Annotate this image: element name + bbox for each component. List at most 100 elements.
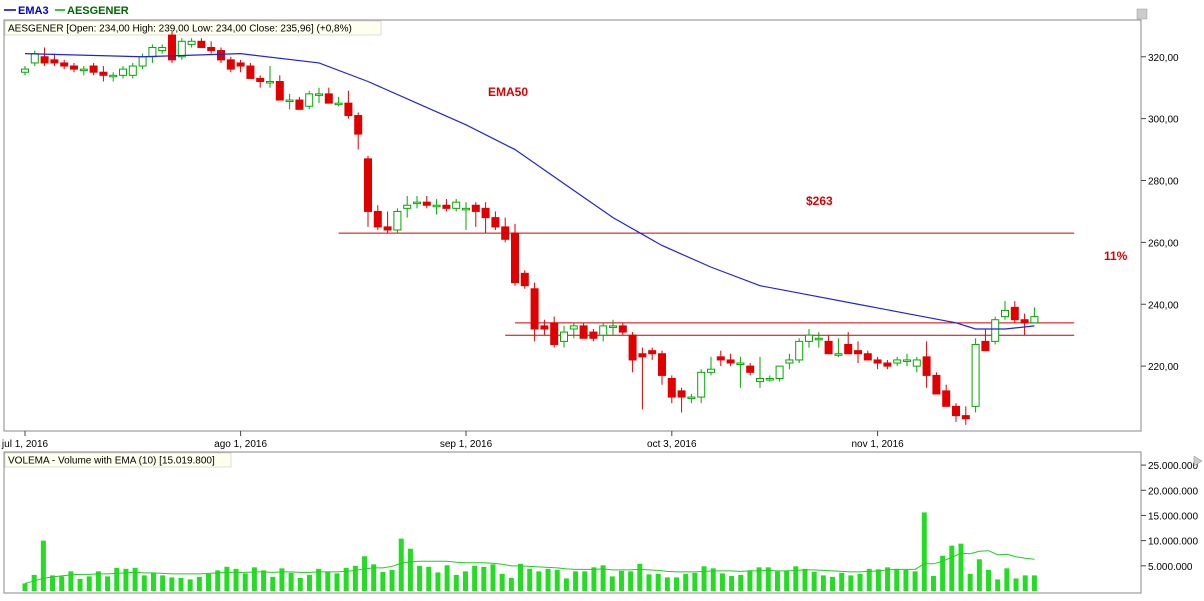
candle-body — [687, 396, 696, 400]
panel-toggle-icon[interactable] — [1136, 8, 1148, 20]
volume-bar — [866, 568, 872, 591]
x-axis: jul 1, 2016 ago 1, 2016 sep 1, 2016 oct 3, … — [1, 431, 904, 450]
candle-body — [207, 46, 216, 52]
candle-body — [991, 319, 1000, 342]
volume-bar — [141, 575, 147, 591]
candle-body — [893, 359, 902, 364]
candle-body — [266, 81, 274, 84]
scroll-arrow-icon[interactable] — [1193, 455, 1203, 467]
x-tick-label: ago 1, 2016 — [214, 439, 267, 450]
volume-bar — [50, 575, 56, 591]
volume-bar — [1022, 575, 1028, 591]
candle-body — [99, 71, 108, 76]
candle-body — [903, 359, 911, 362]
volume-bar — [518, 563, 524, 591]
volume-y-axis: 5.000.000 10.000.000 15.000.000 20.000.000 2… — [1141, 461, 1198, 573]
volume-y-tick-label: 5.000.000 — [1148, 562, 1193, 573]
x-tick-label: nov 1, 2016 — [851, 439, 904, 450]
volume-bar — [582, 571, 588, 591]
candle-body — [530, 288, 539, 330]
volume-bar — [609, 576, 615, 591]
ema50-line-group — [24, 53, 1035, 330]
candle-body — [785, 359, 794, 364]
volume-bar — [435, 572, 441, 591]
volume-bar — [986, 569, 992, 591]
ema-legend-label: EMA3 — [18, 5, 49, 17]
candle-body — [246, 65, 255, 79]
x-tick-label: sep 1, 2016 — [440, 439, 493, 450]
volume-bar — [242, 573, 248, 591]
candle-body — [383, 226, 392, 231]
volume-bar — [444, 565, 450, 591]
volume-bar — [600, 565, 606, 591]
candle-body — [756, 378, 764, 383]
price-y-tick-label: 300,00 — [1148, 115, 1179, 126]
volume-bar — [591, 567, 597, 591]
candle-body — [256, 77, 265, 82]
volume-bars — [22, 512, 1037, 591]
volume-bar — [527, 568, 533, 591]
volume-bar — [352, 565, 358, 591]
volume-bar — [949, 545, 955, 591]
volume-bar — [554, 569, 560, 591]
volume-bar — [68, 571, 74, 591]
volume-bar — [802, 568, 808, 591]
pct-annotation: 11% — [1104, 249, 1128, 263]
volume-bar — [196, 576, 202, 591]
price-info-box — [4, 20, 382, 36]
candle-body — [168, 34, 176, 61]
volume-bar — [490, 564, 496, 591]
level-263-annotation: $263 — [806, 194, 833, 208]
price-y-tick-label: 280,00 — [1148, 177, 1179, 188]
candle-body — [334, 102, 343, 106]
candle-body — [187, 40, 196, 45]
volume-y-tick-label: 20.000.000 — [1148, 486, 1198, 497]
candle-body — [79, 68, 88, 72]
candle-body — [295, 99, 304, 110]
candle-body — [540, 325, 549, 330]
volume-bar — [453, 574, 459, 591]
ema50-annotation: EMA50 — [488, 85, 528, 99]
volume-y-tick-label: 15.000.000 — [1148, 511, 1198, 522]
candle-body — [226, 59, 235, 70]
candle-body — [422, 201, 431, 206]
volume-bar — [729, 575, 735, 591]
volume-bar — [857, 573, 863, 591]
volume-bar — [573, 571, 579, 591]
volume-bar — [40, 540, 46, 591]
ticker-legend-label: AESGENER — [67, 5, 129, 17]
volume-bar — [875, 569, 881, 591]
candle-body — [814, 337, 823, 341]
candle-body — [569, 325, 578, 330]
candlesticks — [21, 32, 1039, 425]
volume-bar — [270, 576, 276, 591]
candle-body — [599, 325, 608, 336]
volume-bar — [288, 572, 294, 591]
candle-body — [501, 226, 510, 240]
price-y-axis: 220,00 240,00 260,00 280,00 300,00 320,00 — [1141, 53, 1179, 373]
candle-body — [158, 46, 167, 52]
candle-body — [658, 353, 666, 376]
volume-bar — [930, 575, 936, 591]
candle-body — [344, 102, 353, 117]
candle-body — [138, 56, 147, 67]
volume-bar — [921, 512, 927, 591]
candle-body — [1020, 319, 1029, 324]
volume-y-tick-label: 25.000.000 — [1148, 461, 1198, 472]
volume-bar — [545, 568, 551, 591]
volume-bar — [664, 577, 670, 591]
candle-body — [736, 362, 745, 366]
volume-bar — [912, 571, 918, 591]
volume-bar — [224, 566, 230, 591]
candle-body — [481, 207, 490, 219]
candle-body — [70, 65, 78, 70]
candle-body — [305, 93, 314, 107]
volume-bar — [343, 567, 349, 591]
volume-bar — [86, 576, 92, 591]
candle-body — [560, 331, 568, 342]
candle-body — [324, 93, 333, 104]
candle-body — [354, 115, 363, 135]
candle-body — [315, 93, 323, 96]
candle-body — [883, 362, 892, 367]
